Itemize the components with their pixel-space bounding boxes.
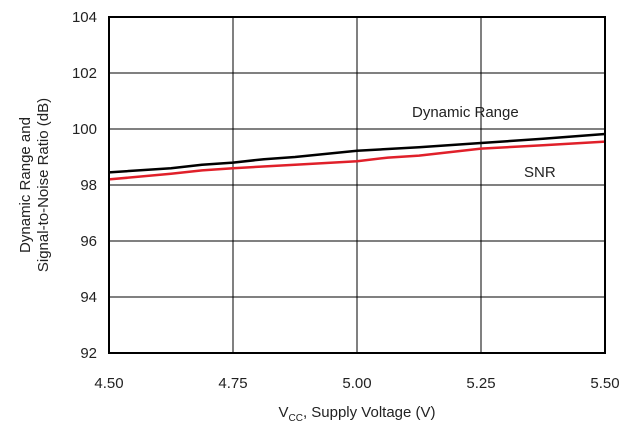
- x-tick-label-1: 4.75: [218, 375, 247, 392]
- x-tick-label-3: 5.25: [466, 375, 495, 392]
- series-label-snr: SNR: [524, 164, 556, 181]
- series-line-1: [108, 140, 606, 181]
- y-tick-label-0: 92: [80, 345, 97, 362]
- y-tick-label-1: 94: [80, 289, 97, 306]
- x-tick-labels: 4.50 4.75 5.00 5.25 5.50: [94, 375, 619, 392]
- y-tick-label-2: 96: [80, 233, 97, 250]
- svg-text:Dynamic Range and: Dynamic Range and: [17, 117, 34, 253]
- y-tick-label-5: 102: [72, 65, 97, 82]
- series-line-0: [108, 132, 606, 174]
- y-tick-label-6: 104: [72, 9, 97, 26]
- svg-text:Signal-to-Noise Ratio (dB): Signal-to-Noise Ratio (dB): [35, 98, 52, 272]
- plot-frame: [108, 16, 606, 354]
- grid-lines: [108, 16, 606, 354]
- x-tick-label-2: 5.00: [342, 375, 371, 392]
- x-tick-label-0: 4.50: [94, 375, 123, 392]
- y-tick-label-4: 100: [72, 121, 97, 138]
- series-label-dynamic-range: Dynamic Range: [412, 104, 519, 121]
- y-tick-label-3: 98: [80, 177, 97, 194]
- x-axis-label: VCC, Supply Voltage (V): [278, 404, 435, 424]
- x-tick-label-4: 5.50: [590, 375, 619, 392]
- series-lines: [108, 132, 606, 181]
- y-tick-labels: 92 94 96 98 100 102 104: [72, 9, 97, 362]
- y-axis-label: Dynamic Range and Signal-to-Noise Ratio …: [17, 98, 52, 272]
